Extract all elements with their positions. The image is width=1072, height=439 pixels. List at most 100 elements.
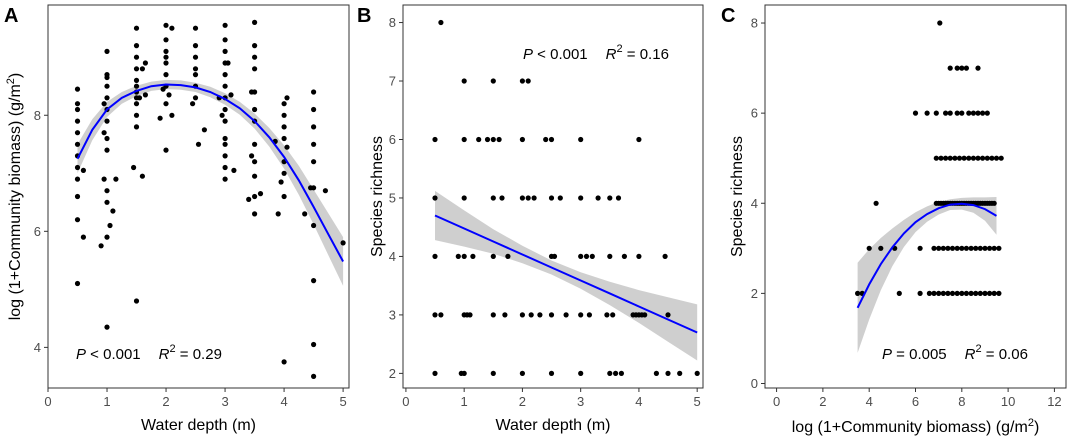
data-point [74, 130, 81, 136]
data-point [966, 110, 972, 116]
data-point [169, 112, 175, 118]
data-point [252, 159, 258, 165]
data-point [933, 110, 939, 116]
data-point [311, 124, 317, 130]
data-point [991, 290, 997, 296]
data-point [519, 370, 526, 376]
data-point [975, 110, 981, 116]
data-point [662, 253, 668, 259]
data-point [157, 115, 163, 121]
data-point [80, 167, 86, 173]
data-point [252, 43, 258, 49]
x-tick-label: 8 [958, 394, 965, 409]
data-point [311, 341, 317, 348]
data-point [222, 72, 228, 78]
x-tick-label: 1 [461, 394, 468, 409]
data-point [432, 253, 438, 259]
data-point [954, 65, 960, 71]
data-point [968, 245, 974, 251]
data-point [578, 136, 584, 143]
data-point [954, 290, 960, 296]
data-point [548, 312, 555, 318]
stats-annotation: P < 0.001 R2 = 0.16 [523, 43, 669, 63]
data-point [954, 110, 960, 116]
data-point [931, 290, 937, 296]
data-point [163, 101, 169, 107]
x-tick-label: 6 [912, 394, 919, 409]
data-point [166, 92, 172, 98]
data-point [281, 193, 287, 200]
data-point [961, 155, 967, 161]
data-point [74, 101, 81, 107]
data-point [74, 280, 81, 287]
data-point [133, 25, 140, 31]
y-tick-label: 5 [389, 190, 396, 205]
data-point [896, 290, 902, 296]
data-point [578, 195, 584, 201]
data-point [578, 312, 584, 318]
data-point [989, 155, 995, 161]
data-point [163, 54, 169, 60]
data-point [133, 101, 140, 107]
data-point [949, 290, 956, 296]
data-point [991, 200, 997, 206]
data-point [943, 110, 949, 116]
data-point [455, 253, 461, 259]
data-point [945, 290, 951, 296]
data-point [133, 83, 140, 89]
data-point [973, 245, 979, 251]
data-point [278, 179, 284, 185]
data-point [222, 118, 228, 124]
data-point [996, 290, 1002, 296]
data-point [163, 37, 169, 43]
data-point [557, 195, 563, 201]
x-tick-label: 10 [1001, 394, 1015, 409]
data-point [104, 72, 110, 78]
data-point [490, 253, 496, 259]
data-point [677, 370, 683, 376]
confidence-band [435, 190, 698, 361]
data-point [139, 66, 145, 72]
data-point [548, 136, 555, 143]
data-point [74, 141, 81, 147]
data-point [490, 195, 496, 201]
data-point [192, 72, 199, 78]
data-point [548, 195, 555, 201]
data-point [311, 159, 317, 165]
data-point [192, 43, 199, 49]
confidence-band [857, 197, 997, 353]
data-point [252, 19, 258, 25]
data-point [636, 253, 642, 259]
data-point [866, 245, 872, 251]
data-point [252, 141, 258, 147]
data-point [219, 112, 225, 118]
data-point [947, 155, 953, 161]
data-point [133, 298, 140, 304]
data-point [432, 195, 438, 201]
data-point [222, 37, 228, 43]
data-point [470, 253, 476, 259]
data-point [461, 195, 467, 201]
data-point [252, 66, 258, 72]
data-point [525, 195, 531, 201]
data-point [993, 155, 1000, 161]
data-point [163, 147, 169, 153]
data-point [959, 245, 965, 251]
data-point [249, 153, 255, 159]
data-point [531, 195, 537, 201]
data-point [311, 141, 317, 147]
data-point [665, 370, 671, 376]
data-point [975, 65, 981, 71]
y-tick-label: 8 [34, 108, 41, 123]
y-tick-label: 8 [751, 16, 758, 31]
data-point [519, 195, 526, 201]
y-tick-label: 3 [389, 307, 396, 322]
panel-border [764, 4, 1067, 389]
data-point [74, 217, 81, 223]
fit-line [434, 214, 698, 334]
fit-line [76, 83, 344, 262]
confidence-band [77, 79, 344, 286]
panel-c: 0 2 4 6 8 10 12 0 2 4 6 8 log (1+Community biomass) … [729, 4, 1067, 436]
y-axis-title: Species richness [369, 136, 386, 257]
y-axis-title: log (1+Community biomass) (g/m2) [5, 73, 24, 321]
